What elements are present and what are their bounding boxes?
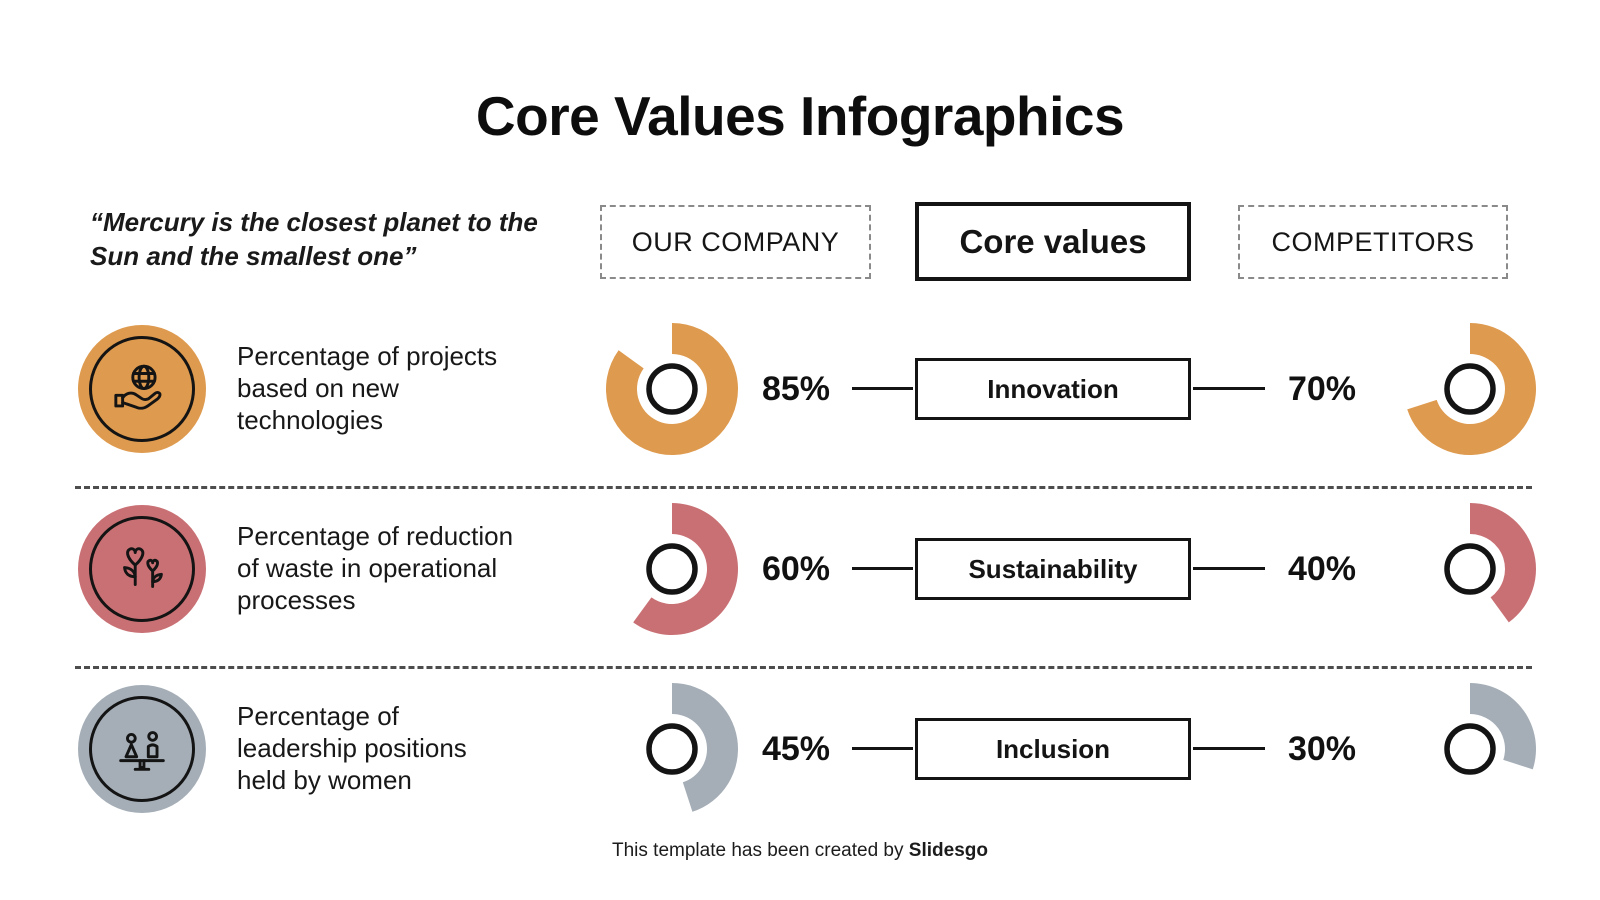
company-percentage: 45% — [761, 730, 831, 768]
core-value-box: Sustainability — [915, 538, 1191, 600]
balance-equality-icon — [119, 731, 165, 771]
attribution-brand: Slidesgo — [908, 840, 988, 861]
icon-ring — [89, 696, 195, 802]
competitors-percentage: 30% — [1287, 730, 1357, 768]
row-description: Percentage of leadership positions held … — [237, 701, 467, 795]
column-header-our-company: OUR COMPANY — [600, 205, 871, 279]
core-value-label: Innovation — [987, 373, 1119, 404]
row-icon-badge — [78, 505, 206, 633]
row-icon-badge — [78, 325, 206, 453]
column-header-competitors: COMPETITORS — [1238, 205, 1508, 279]
connector-line — [852, 747, 913, 750]
row-description: Percentage of projects based on new tech… — [237, 341, 498, 435]
company-percentage: 60% — [761, 550, 831, 588]
core-value-label: Inclusion — [995, 733, 1111, 764]
competitors-donut-chart — [1444, 503, 1537, 623]
connector-line — [1193, 567, 1265, 570]
company-donut-chart — [633, 503, 738, 635]
competitors-donut-chart — [1407, 323, 1536, 455]
competitors-percentage: 70% — [1287, 370, 1357, 408]
column-header-core-values-label: Core values — [959, 222, 1147, 260]
company-percentage: 85% — [761, 370, 831, 408]
row-description: Percentage of reduction of waste in oper… — [237, 521, 514, 615]
core-value-box: Inclusion — [915, 718, 1191, 780]
row-icon-badge — [78, 685, 206, 813]
quote-text: “Mercury is the closest planet to the Su… — [90, 207, 538, 271]
core-value-box: Innovation — [915, 358, 1191, 420]
row-divider-2 — [75, 666, 1532, 669]
core-value-label: Sustainability — [968, 553, 1138, 584]
column-header-core-values: Core values — [915, 202, 1191, 281]
connector-line — [1193, 747, 1265, 750]
heart-flowers-icon — [123, 547, 163, 588]
attribution-prefix: This template has been created by — [612, 840, 909, 861]
icon-ring — [89, 516, 195, 622]
column-header-competitors-label: COMPETITORS — [1271, 226, 1475, 257]
column-header-our-company-label: OUR COMPANY — [631, 226, 840, 257]
connector-line — [852, 567, 913, 570]
page-title: Core Values Infographics — [475, 85, 1125, 147]
attribution-text: This template has been created by Slides… — [0, 840, 1600, 862]
competitors-percentage: 40% — [1287, 550, 1357, 588]
competitors-donut-chart — [1444, 683, 1537, 775]
connector-line — [1193, 387, 1265, 390]
row-divider-1 — [75, 486, 1532, 489]
company-donut-chart — [646, 683, 739, 812]
company-donut-chart — [605, 323, 738, 455]
icon-ring — [89, 336, 195, 442]
hand-globe-icon — [114, 364, 162, 410]
connector-line — [852, 387, 913, 390]
